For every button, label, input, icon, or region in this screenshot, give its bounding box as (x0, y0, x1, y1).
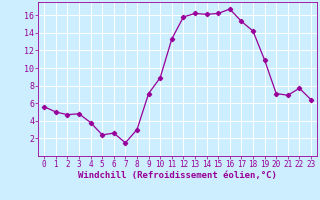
X-axis label: Windchill (Refroidissement éolien,°C): Windchill (Refroidissement éolien,°C) (78, 171, 277, 180)
